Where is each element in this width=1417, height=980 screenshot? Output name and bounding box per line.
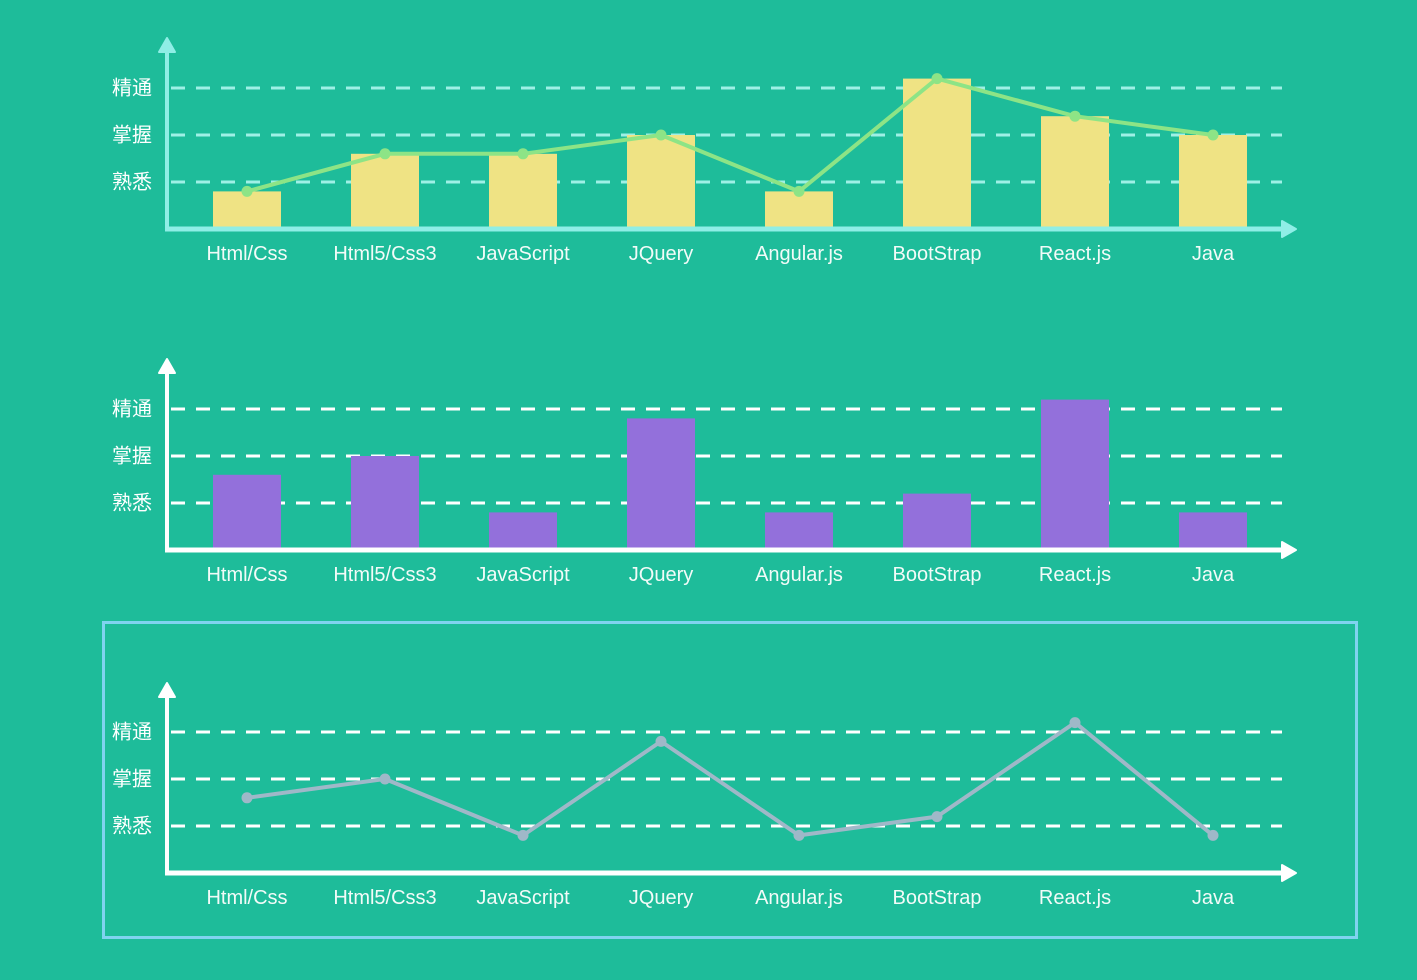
x-tick-label: Html5/Css3 [333,243,436,265]
y-tick-label: 精通 [112,720,152,743]
x-tick-label: JQuery [629,564,693,586]
bar-react-js [1041,116,1109,229]
point-jquery [655,735,667,747]
x-axis-arrow-icon [1281,864,1297,882]
x-tick-label: React.js [1039,887,1111,909]
bar-javascript [489,512,557,550]
point-java [1207,129,1219,141]
bar-jquery [627,418,695,550]
x-tick-label: Html/Css [206,564,287,586]
bar-jquery [627,135,695,229]
y-tick-label: 熟悉 [112,170,152,193]
x-tick-label: JavaScript [476,887,570,909]
x-tick-label: Angular.js [755,243,843,265]
y-axis-arrow-icon [158,37,176,53]
x-tick-label: BootStrap [893,243,982,265]
bar-javascript [489,153,557,229]
x-tick-label: Html5/Css3 [333,887,436,909]
y-tick-label: 精通 [112,397,152,420]
bar-html-css [213,474,281,550]
x-tick-label: Java [1192,243,1235,265]
y-axis-arrow-icon [158,682,176,698]
point-react-js [1069,110,1081,122]
y-tick-label: 精通 [112,76,152,99]
bar-java [1179,512,1247,550]
x-tick-label: JavaScript [476,564,570,586]
y-tick-label: 熟悉 [112,491,152,514]
x-axis-arrow-icon [1281,220,1297,238]
point-html-css [241,792,253,804]
point-html-css [241,185,253,197]
y-tick-label: 掌握 [112,123,152,146]
bar-angular-js [765,191,833,229]
x-tick-label: Angular.js [755,887,843,909]
point-html5-css3 [379,773,391,785]
point-angular-js [793,185,805,197]
bar-react-js [1041,399,1109,550]
point-javascript [517,829,529,841]
bar-html5-css3 [351,153,419,229]
x-tick-label: Html/Css [206,887,287,909]
bar-html5-css3 [351,456,419,550]
y-tick-label: 熟悉 [112,814,152,837]
x-tick-label: JQuery [629,887,693,909]
x-tick-label: React.js [1039,564,1111,586]
x-tick-label: JQuery [629,243,693,265]
chart-2: 熟悉 掌握 精通 Html/Css Html5/Css3 JavaScript JQuery… [112,358,1297,586]
point-react-js [1069,717,1081,729]
point-bootstrap [931,811,943,823]
bar-bootstrap [903,493,971,550]
chart-1: 熟悉 掌握 精通 Html/Css Html5/Css3 JavaScript JQuery… [112,37,1297,265]
x-tick-label: Html/Css [206,243,287,265]
series-line [246,720,1215,838]
x-tick-label: JavaScript [476,243,570,265]
chart-3: 熟悉 掌握 精通 Html/Css Html5/Css3 JavaScript JQuery… [112,682,1297,909]
x-tick-label: Java [1192,564,1235,586]
bar-bootstrap [903,78,971,229]
chart-3-frame [102,621,1358,939]
x-tick-label: Html5/Css3 [333,564,436,586]
point-angular-js [793,829,805,841]
point-html5-css3 [379,148,391,160]
x-tick-label: BootStrap [893,887,982,909]
x-tick-label: Angular.js [755,564,843,586]
point-java [1207,829,1219,841]
bar-java [1179,135,1247,229]
bar-angular-js [765,512,833,550]
y-tick-label: 掌握 [112,444,152,467]
bar-html-css [213,191,281,229]
point-bootstrap [931,73,943,85]
x-tick-label: Java [1192,887,1235,909]
y-tick-label: 掌握 [112,767,152,790]
point-jquery [655,129,667,141]
y-axis-arrow-icon [158,358,176,374]
x-tick-label: BootStrap [893,564,982,586]
series-line [246,76,1214,194]
point-javascript [517,148,529,160]
x-tick-label: React.js [1039,243,1111,265]
x-axis-arrow-icon [1281,541,1297,559]
